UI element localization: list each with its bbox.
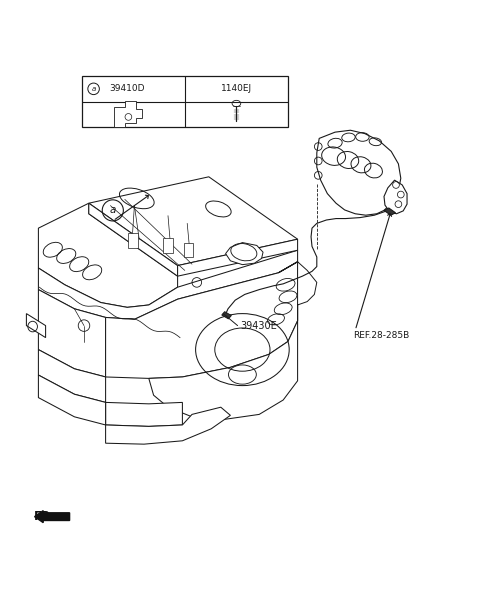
- Polygon shape: [89, 203, 178, 276]
- Polygon shape: [114, 101, 142, 126]
- Polygon shape: [38, 250, 298, 319]
- Text: a: a: [92, 86, 96, 92]
- Text: REF.28-285B: REF.28-285B: [353, 331, 409, 340]
- Polygon shape: [384, 208, 396, 215]
- Polygon shape: [106, 262, 298, 378]
- Polygon shape: [38, 289, 106, 377]
- Polygon shape: [384, 180, 407, 214]
- Text: FR.: FR.: [34, 510, 56, 523]
- Polygon shape: [317, 130, 401, 215]
- Bar: [128, 233, 138, 248]
- Polygon shape: [89, 177, 298, 266]
- Polygon shape: [26, 314, 46, 337]
- Polygon shape: [38, 203, 178, 308]
- Polygon shape: [106, 402, 182, 426]
- Polygon shape: [278, 262, 317, 321]
- Polygon shape: [38, 375, 106, 425]
- Text: 1140EJ: 1140EJ: [221, 85, 252, 94]
- Text: a: a: [109, 206, 116, 215]
- Text: 39430E: 39430E: [240, 320, 277, 331]
- Text: 39410D: 39410D: [109, 85, 144, 94]
- Bar: [163, 238, 173, 253]
- Polygon shape: [222, 312, 231, 319]
- Polygon shape: [38, 350, 106, 402]
- Polygon shape: [106, 407, 230, 444]
- Polygon shape: [226, 243, 263, 264]
- Bar: [184, 243, 193, 257]
- Polygon shape: [178, 239, 298, 276]
- Bar: [82, 76, 288, 127]
- FancyArrow shape: [35, 511, 70, 523]
- Polygon shape: [149, 321, 298, 419]
